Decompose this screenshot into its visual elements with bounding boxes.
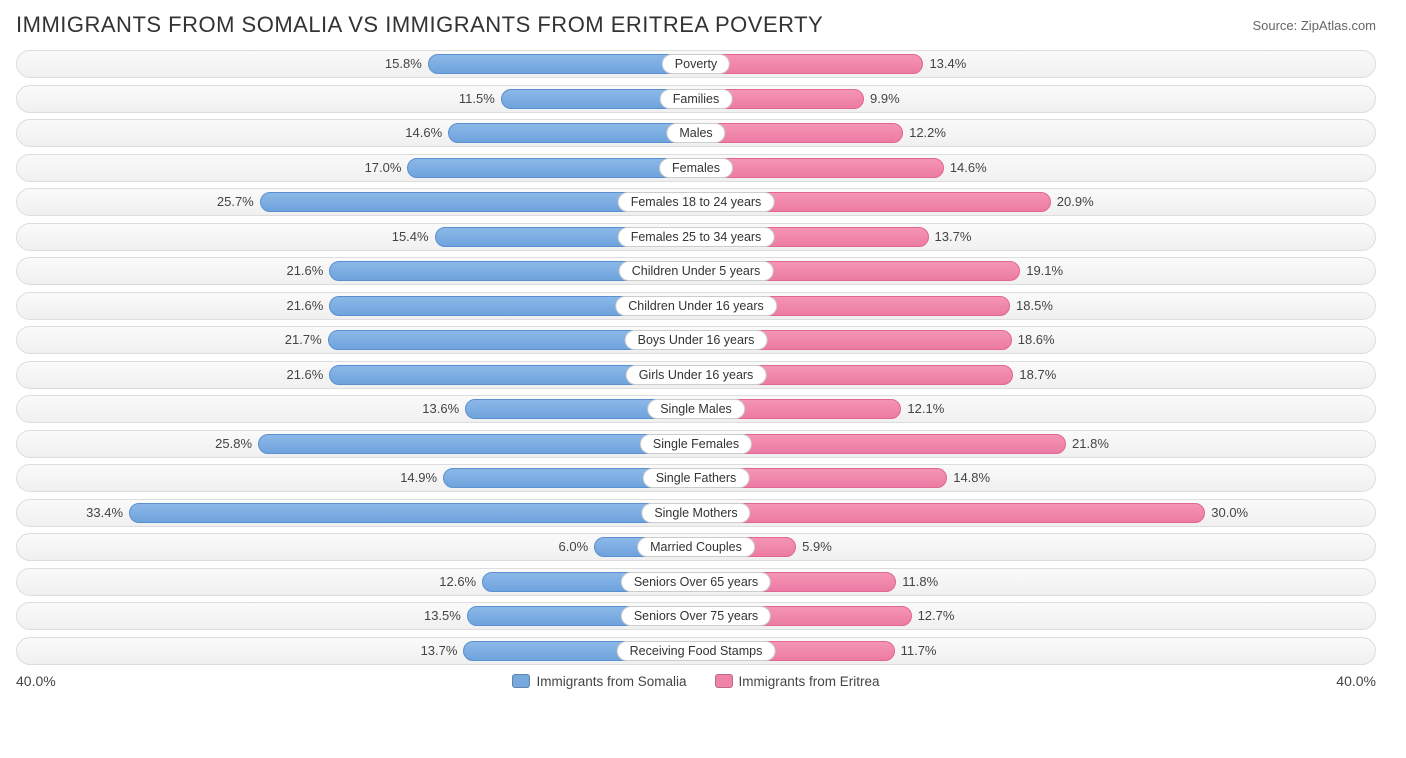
chart-row: 21.7% 18.6% Boys Under 16 years [16,326,1376,354]
category-label: Single Males [647,399,745,419]
chart-row: 13.6% 12.1% Single Males [16,395,1376,423]
legend-item-left: Immigrants from Somalia [512,674,686,689]
legend-swatch-right [715,674,733,688]
value-right: 11.8% [902,574,938,589]
value-right: 13.4% [929,56,966,71]
value-right: 12.2% [909,125,946,140]
chart-row: 33.4% 30.0% Single Mothers [16,499,1376,527]
axis-max-left: 40.0% [16,673,56,689]
category-label: Single Mothers [641,503,750,523]
value-right: 20.9% [1057,194,1094,209]
chart-row: 13.7% 11.7% Receiving Food Stamps [16,637,1376,665]
chart-row: 6.0% 5.9% Married Couples [16,533,1376,561]
value-left: 17.0% [365,160,402,175]
category-label: Seniors Over 65 years [621,572,771,592]
chart-row: 25.8% 21.8% Single Females [16,430,1376,458]
value-right: 12.1% [907,401,944,416]
value-left: 25.7% [217,194,254,209]
category-label: Girls Under 16 years [626,365,767,385]
chart-row: 21.6% 18.7% Girls Under 16 years [16,361,1376,389]
value-left: 13.6% [422,401,459,416]
value-left: 21.6% [286,263,323,278]
chart-row: 12.6% 11.8% Seniors Over 65 years [16,568,1376,596]
chart-row: 15.8% 13.4% Poverty [16,50,1376,78]
value-right: 30.0% [1211,505,1248,520]
chart-area: 15.8%13.4%Poverty11.5%9.9%Families14.6%1… [0,46,1406,665]
value-left: 21.6% [286,298,323,313]
value-right: 14.8% [953,470,990,485]
chart-row: 14.6% 12.2% Males [16,119,1376,147]
category-label: Females 25 to 34 years [618,227,775,247]
value-left: 14.9% [400,470,437,485]
category-label: Poverty [662,54,730,74]
category-label: Single Fathers [643,468,750,488]
category-label: Females 18 to 24 years [618,192,775,212]
chart-row: 11.5% 9.9% Families [16,85,1376,113]
bar-left [258,434,696,454]
value-left: 25.8% [215,436,252,451]
value-left: 6.0% [559,539,589,554]
category-label: Children Under 5 years [619,261,774,281]
legend: Immigrants from Somalia Immigrants from … [56,674,1337,689]
category-label: Males [666,123,725,143]
value-left: 21.6% [286,367,323,382]
bar-left [129,503,696,523]
value-left: 14.6% [405,125,442,140]
value-left: 13.5% [424,608,461,623]
value-left: 12.6% [439,574,476,589]
value-right: 21.8% [1072,436,1109,451]
value-right: 18.5% [1016,298,1053,313]
category-label: Boys Under 16 years [625,330,768,350]
value-left: 13.7% [421,643,458,658]
value-right: 12.7% [918,608,955,623]
bar-left [428,54,696,74]
category-label: Receiving Food Stamps [617,641,776,661]
axis-max-right: 40.0% [1336,673,1376,689]
chart-header: IMMIGRANTS FROM SOMALIA VS IMMIGRANTS FR… [0,0,1406,46]
category-label: Seniors Over 75 years [621,606,771,626]
legend-swatch-left [512,674,530,688]
chart-row: 21.6% 19.1% Children Under 5 years [16,257,1376,285]
value-right: 9.9% [870,91,900,106]
chart-footer: 40.0% Immigrants from Somalia Immigrants… [0,671,1406,689]
legend-label-right: Immigrants from Eritrea [739,674,880,689]
value-left: 21.7% [285,332,322,347]
value-right: 14.6% [950,160,987,175]
bar-right [696,123,903,143]
legend-item-right: Immigrants from Eritrea [715,674,880,689]
chart-row: 15.4% 13.7% Females 25 to 34 years [16,223,1376,251]
category-label: Females [659,158,733,178]
chart-row: 14.9% 14.8% Single Fathers [16,464,1376,492]
value-left: 15.8% [385,56,422,71]
value-left: 11.5% [459,91,495,106]
chart-row: 21.6% 18.5% Children Under 16 years [16,292,1376,320]
bar-left [448,123,696,143]
value-right: 18.7% [1019,367,1056,382]
category-label: Single Females [640,434,752,454]
value-left: 33.4% [86,505,123,520]
bar-right [696,503,1205,523]
legend-label-left: Immigrants from Somalia [536,674,686,689]
chart-source: Source: ZipAtlas.com [1252,18,1376,33]
chart-row: 25.7% 20.9% Females 18 to 24 years [16,188,1376,216]
category-label: Children Under 16 years [615,296,777,316]
category-label: Married Couples [637,537,755,557]
value-right: 18.6% [1018,332,1055,347]
value-left: 15.4% [392,229,429,244]
value-right: 5.9% [802,539,832,554]
value-right: 19.1% [1026,263,1063,278]
chart-title: IMMIGRANTS FROM SOMALIA VS IMMIGRANTS FR… [16,12,823,38]
chart-row: 17.0% 14.6% Females [16,154,1376,182]
bar-right [696,54,923,74]
value-right: 13.7% [935,229,972,244]
bar-right [696,158,944,178]
chart-row: 13.5% 12.7% Seniors Over 75 years [16,602,1376,630]
value-right: 11.7% [901,643,937,658]
bar-left [407,158,696,178]
category-label: Families [660,89,733,109]
